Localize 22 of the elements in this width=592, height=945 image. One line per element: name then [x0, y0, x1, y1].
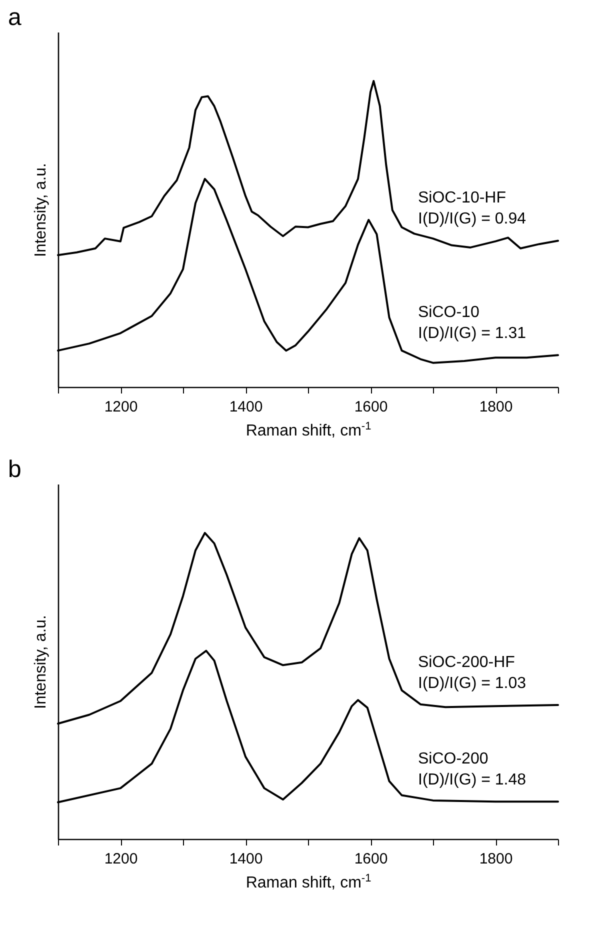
y-axis-title: Intensity, a.u. — [32, 615, 50, 709]
chart-title: b — [8, 456, 22, 483]
x-tick-label: 1800 — [479, 398, 513, 416]
series-label: SiOC-200-HF — [418, 654, 516, 671]
series-label: SiOC-10-HF — [418, 190, 506, 207]
series-label: SiCO-10 — [418, 304, 480, 322]
x-tick-label: 1800 — [479, 850, 513, 868]
annotation: I(D)/I(G) = 1.48 — [418, 772, 526, 789]
x-tick-label: 1200 — [104, 850, 138, 868]
annotation: I(D)/I(G) = 1.03 — [418, 674, 526, 692]
y-axis-title: Intensity, a.u. — [32, 163, 50, 257]
annotation: I(D)/I(G) = 1.31 — [418, 325, 526, 342]
x-tick-label: 1400 — [229, 398, 263, 416]
x-tick-label: 1600 — [354, 850, 388, 868]
x-axis-title: Raman shift, cm$^{-1}$ — [246, 420, 372, 440]
x-tick-label: 1600 — [354, 398, 388, 416]
annotation: I(D)/I(G) = 0.94 — [418, 210, 526, 228]
x-tick-label: 1400 — [229, 850, 263, 868]
x-axis-title: Raman shift, cm$^{-1}$ — [246, 872, 372, 892]
x-tick-label: 1200 — [104, 398, 138, 416]
chart-title: a — [8, 4, 22, 31]
series-label: SiCO-200 — [418, 750, 488, 768]
